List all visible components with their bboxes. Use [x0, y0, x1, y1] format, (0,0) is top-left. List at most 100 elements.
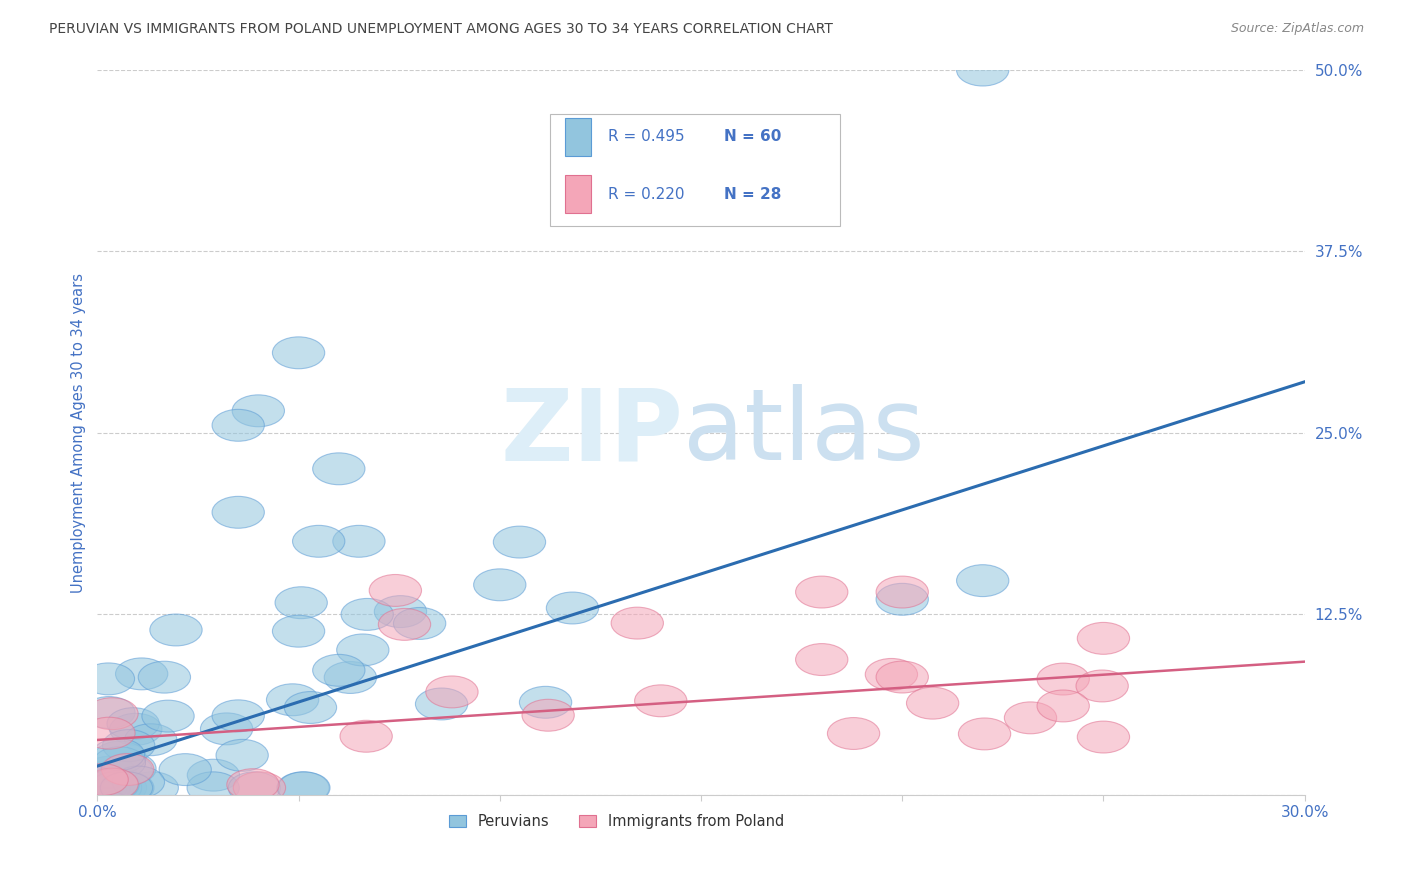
Ellipse shape	[127, 772, 179, 804]
Ellipse shape	[494, 526, 546, 558]
Ellipse shape	[426, 676, 478, 708]
Text: Source: ZipAtlas.com: Source: ZipAtlas.com	[1230, 22, 1364, 36]
Ellipse shape	[1077, 623, 1129, 655]
Ellipse shape	[93, 739, 145, 771]
Ellipse shape	[87, 767, 141, 798]
Ellipse shape	[115, 658, 167, 690]
Ellipse shape	[93, 747, 145, 779]
Ellipse shape	[112, 766, 165, 798]
Ellipse shape	[278, 772, 330, 804]
Ellipse shape	[474, 569, 526, 600]
Ellipse shape	[226, 769, 280, 801]
Ellipse shape	[374, 596, 426, 628]
Ellipse shape	[959, 718, 1011, 750]
Ellipse shape	[547, 592, 599, 624]
Ellipse shape	[273, 337, 325, 368]
Ellipse shape	[94, 772, 146, 804]
Ellipse shape	[83, 717, 135, 749]
Ellipse shape	[325, 662, 377, 693]
Ellipse shape	[125, 723, 177, 756]
Ellipse shape	[104, 753, 156, 784]
Ellipse shape	[1076, 670, 1128, 702]
Text: PERUVIAN VS IMMIGRANTS FROM POLAND UNEMPLOYMENT AMONG AGES 30 TO 34 YEARS CORREL: PERUVIAN VS IMMIGRANTS FROM POLAND UNEMP…	[49, 22, 834, 37]
Text: R = 0.495: R = 0.495	[607, 129, 685, 145]
Ellipse shape	[273, 615, 325, 648]
Ellipse shape	[86, 698, 138, 730]
Ellipse shape	[876, 583, 928, 615]
Ellipse shape	[876, 576, 928, 608]
Ellipse shape	[73, 762, 125, 794]
Ellipse shape	[796, 644, 848, 675]
Ellipse shape	[159, 754, 211, 786]
Ellipse shape	[100, 772, 153, 804]
Ellipse shape	[276, 587, 328, 619]
Ellipse shape	[84, 756, 136, 789]
Ellipse shape	[94, 741, 146, 773]
Ellipse shape	[101, 772, 155, 804]
Ellipse shape	[876, 661, 928, 693]
Ellipse shape	[86, 768, 138, 800]
Ellipse shape	[333, 525, 385, 558]
Legend: Peruvians, Immigrants from Poland: Peruvians, Immigrants from Poland	[443, 808, 790, 835]
Ellipse shape	[956, 54, 1010, 86]
Ellipse shape	[370, 574, 422, 607]
Ellipse shape	[284, 691, 336, 723]
Ellipse shape	[83, 663, 135, 695]
Bar	[565, 118, 591, 155]
Ellipse shape	[522, 699, 574, 731]
Ellipse shape	[277, 772, 329, 804]
Ellipse shape	[340, 721, 392, 752]
Ellipse shape	[1038, 690, 1090, 722]
Ellipse shape	[232, 395, 284, 426]
Ellipse shape	[150, 614, 202, 646]
Ellipse shape	[827, 717, 880, 749]
Ellipse shape	[267, 684, 319, 715]
Ellipse shape	[212, 496, 264, 528]
Bar	[565, 175, 591, 213]
Ellipse shape	[865, 658, 918, 690]
Ellipse shape	[100, 755, 153, 786]
Text: N = 28: N = 28	[724, 186, 782, 202]
Text: R = 0.220: R = 0.220	[607, 186, 685, 202]
Ellipse shape	[519, 686, 572, 718]
Ellipse shape	[201, 713, 253, 745]
Text: N = 60: N = 60	[724, 129, 782, 145]
Ellipse shape	[1077, 721, 1129, 753]
Ellipse shape	[956, 565, 1010, 597]
Ellipse shape	[796, 576, 848, 608]
Ellipse shape	[75, 772, 127, 804]
Ellipse shape	[228, 772, 281, 804]
Ellipse shape	[187, 759, 239, 791]
Ellipse shape	[103, 730, 155, 762]
Ellipse shape	[212, 700, 264, 731]
Ellipse shape	[312, 655, 366, 686]
Ellipse shape	[233, 772, 285, 804]
Ellipse shape	[1038, 663, 1090, 695]
Ellipse shape	[187, 772, 239, 804]
Ellipse shape	[634, 685, 688, 717]
Ellipse shape	[110, 714, 162, 745]
Ellipse shape	[415, 688, 468, 720]
Ellipse shape	[83, 697, 135, 729]
Text: atlas: atlas	[683, 384, 925, 481]
Ellipse shape	[87, 769, 139, 801]
Ellipse shape	[378, 608, 430, 640]
Ellipse shape	[212, 409, 264, 442]
Ellipse shape	[342, 599, 394, 631]
Ellipse shape	[107, 707, 159, 739]
Y-axis label: Unemployment Among Ages 30 to 34 years: Unemployment Among Ages 30 to 34 years	[72, 273, 86, 592]
Ellipse shape	[142, 700, 194, 732]
FancyBboxPatch shape	[550, 113, 839, 226]
Ellipse shape	[90, 772, 142, 804]
Ellipse shape	[336, 634, 389, 665]
Ellipse shape	[138, 661, 191, 693]
Ellipse shape	[1004, 702, 1057, 734]
Ellipse shape	[101, 754, 153, 786]
Ellipse shape	[292, 525, 344, 558]
Ellipse shape	[79, 772, 131, 804]
Ellipse shape	[76, 764, 128, 796]
Ellipse shape	[312, 453, 366, 484]
Ellipse shape	[907, 687, 959, 719]
Ellipse shape	[612, 607, 664, 639]
Ellipse shape	[217, 739, 269, 772]
